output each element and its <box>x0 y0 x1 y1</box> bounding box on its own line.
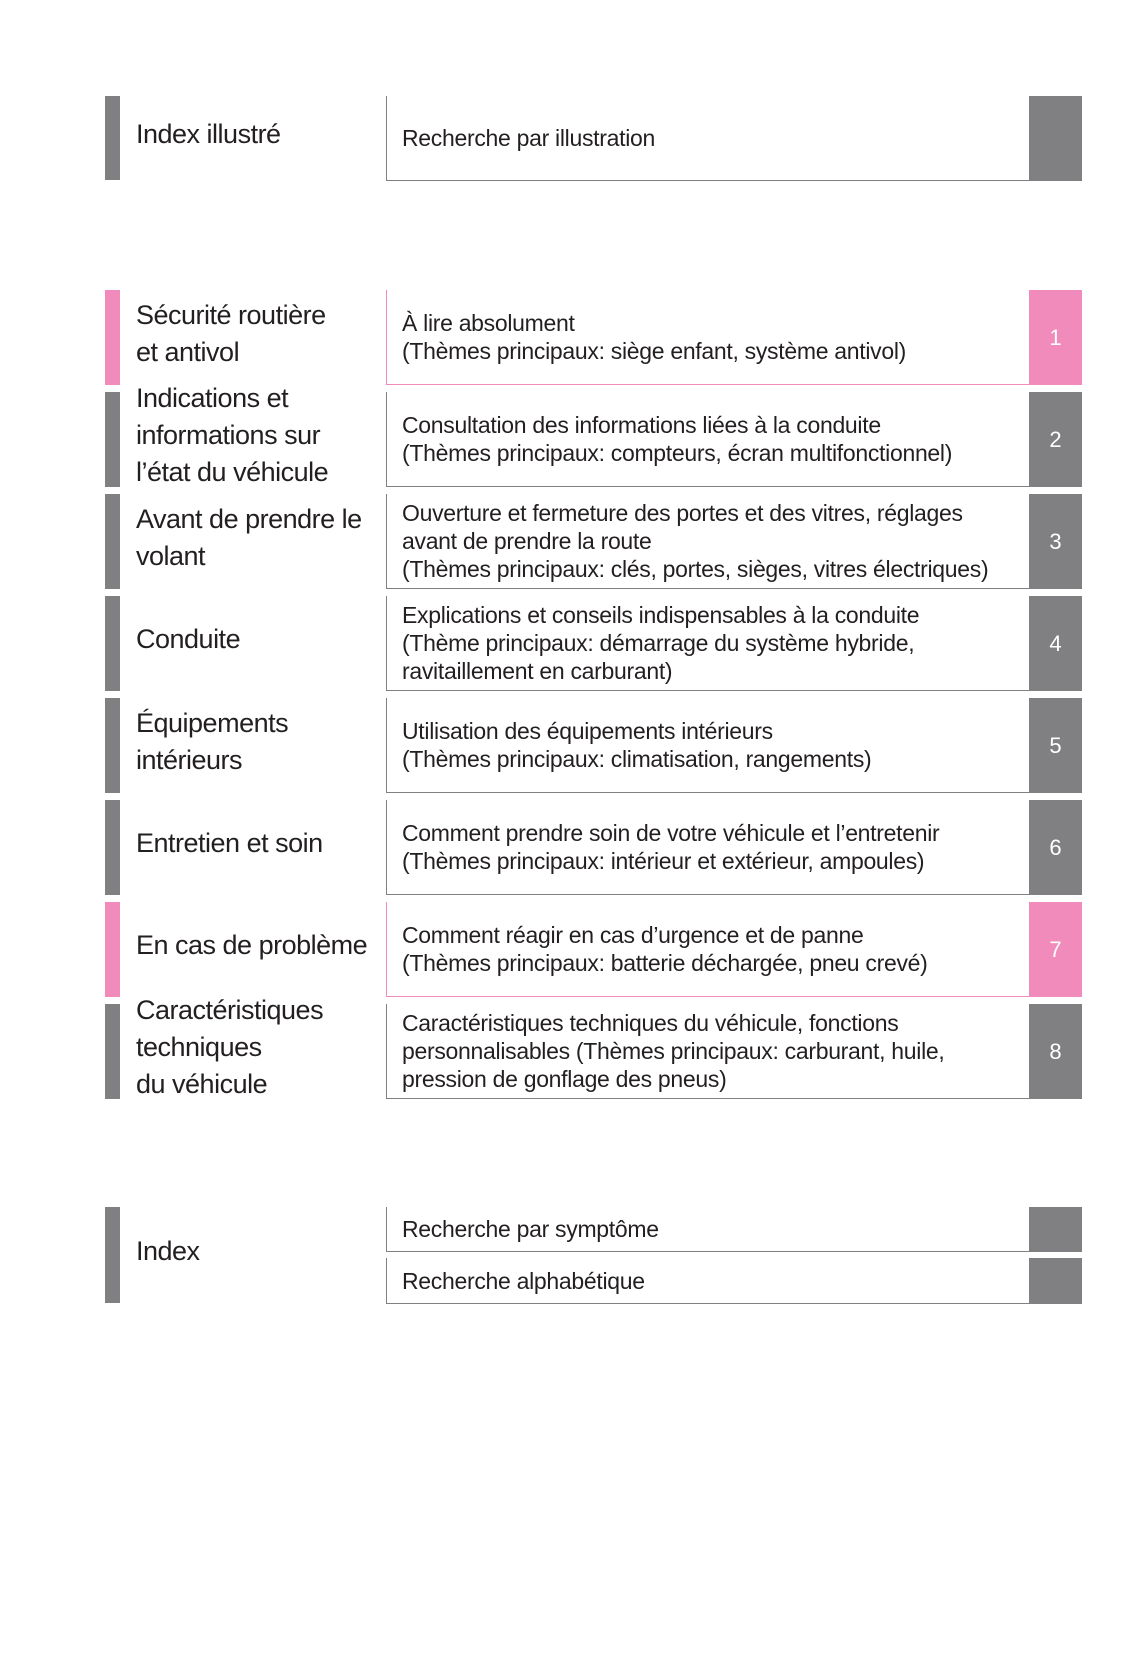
index-link-symptom[interactable]: Recherche par symptôme <box>386 1207 1029 1252</box>
section-tab[interactable] <box>1029 96 1082 181</box>
section-tab[interactable] <box>1029 1258 1082 1304</box>
chapter-description[interactable]: Comment prendre soin de votre véhicule e… <box>386 800 1029 895</box>
chapter-tab-number[interactable]: 7 <box>1029 902 1082 997</box>
chapter-bar <box>105 290 120 385</box>
chapter-description[interactable]: Utilisation des équipements intérieurs (… <box>386 698 1029 793</box>
chapter-description[interactable]: Ouverture et fermeture des portes et des… <box>386 494 1029 589</box>
chapter-tab-number[interactable]: 2 <box>1029 392 1082 487</box>
chapter-description[interactable]: Explications et conseils indispensables … <box>386 596 1029 691</box>
chapter-bar <box>105 1004 120 1099</box>
index-link-alphabetical[interactable]: Recherche alphabétique <box>386 1258 1029 1304</box>
section-tab[interactable] <box>1029 1207 1082 1252</box>
chapter-bar <box>105 392 120 487</box>
chapter-bar <box>105 494 120 589</box>
chapter-tab-number[interactable]: 6 <box>1029 800 1082 895</box>
section-title-index[interactable]: Index <box>136 1235 200 1266</box>
chapter-tab-number[interactable]: 1 <box>1029 290 1082 385</box>
chapter-tab-number[interactable]: 4 <box>1029 596 1082 691</box>
chapter-title[interactable]: Entretien et soin <box>136 828 323 858</box>
chapter-title[interactable]: Équipements intérieurs <box>136 707 289 775</box>
chapter-description[interactable]: Comment réagir en cas d’urgence et de pa… <box>386 902 1029 997</box>
chapter-bar <box>105 698 120 793</box>
section-title-index-illustre[interactable]: Index illustré <box>136 118 281 149</box>
chapter-tab-number[interactable]: 3 <box>1029 494 1082 589</box>
chapter-description[interactable]: Consultation des informations liées à la… <box>386 392 1029 487</box>
chapter-title[interactable]: Caractéristiques techniques du véhicule <box>136 995 324 1099</box>
chapter-bar <box>105 800 120 895</box>
chapter-description[interactable]: À lire absolument (Thèmes principaux: si… <box>386 290 1029 385</box>
section-description-link[interactable]: Recherche par illustration <box>386 96 1029 181</box>
chapter-title[interactable]: Avant de prendre le volant <box>136 503 362 571</box>
chapter-title[interactable]: Conduite <box>136 624 241 654</box>
chapter-bar <box>105 596 120 691</box>
chapter-description[interactable]: Caractéristiques techniques du véhicule,… <box>386 1004 1029 1099</box>
chapter-title[interactable]: Sécurité routière et antivol <box>136 299 326 367</box>
chapter-title[interactable]: En cas de problème <box>136 930 368 960</box>
chapter-bar <box>105 902 120 997</box>
chapter-tab-number[interactable]: 8 <box>1029 1004 1082 1099</box>
chapter-title[interactable]: Indications et informations sur l’état d… <box>136 383 329 487</box>
chapter-tab-number[interactable]: 5 <box>1029 698 1082 793</box>
section-bar <box>105 1207 120 1303</box>
section-bar <box>105 96 120 180</box>
